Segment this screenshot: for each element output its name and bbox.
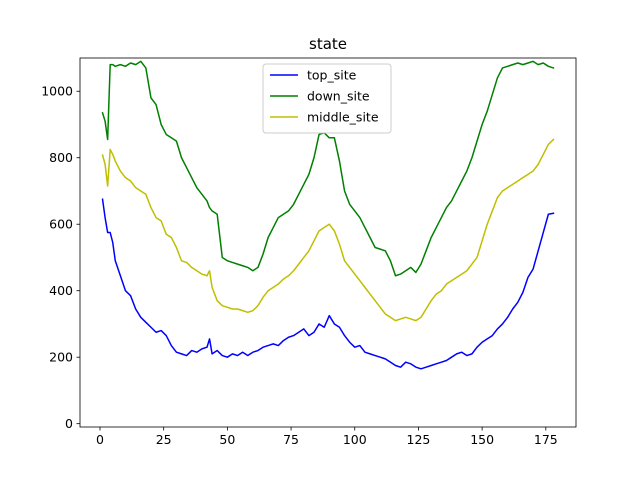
series-line-middle_site — [101, 138, 555, 322]
series-line-down_site — [101, 60, 555, 277]
x-tick-label: 125 — [407, 432, 431, 447]
axes-frame — [79, 57, 577, 428]
y-tick-label: 200 — [49, 350, 73, 365]
legend-label: down_site — [307, 89, 370, 104]
x-tick-label: 75 — [283, 432, 299, 447]
x-tick-label: 175 — [534, 432, 558, 447]
y-tick-label: 400 — [49, 283, 73, 298]
axes-layer: 0 25 50 75 100 125 150 175 0 200 400 600 800 1000 — [41, 57, 577, 447]
y-tick-label: 800 — [49, 150, 73, 165]
x-tick-label: 0 — [96, 432, 104, 447]
x-tick-label: 25 — [156, 432, 172, 447]
legend-label: middle_site — [307, 110, 379, 125]
y-tick-label: 600 — [49, 217, 73, 232]
x-tick-label: 150 — [470, 432, 494, 447]
y-tick-label: 1000 — [41, 84, 73, 99]
series-line-top_site — [101, 198, 555, 370]
legend-label: top_site — [307, 68, 357, 83]
legend-box — [262, 63, 392, 134]
y-tick-label: 0 — [65, 416, 73, 431]
chart-title: state — [309, 35, 347, 53]
x-tick-label: 100 — [343, 432, 367, 447]
series-layer — [101, 60, 555, 370]
legend: top_site down_site middle_site — [262, 63, 392, 134]
x-tick-label: 50 — [219, 432, 235, 447]
